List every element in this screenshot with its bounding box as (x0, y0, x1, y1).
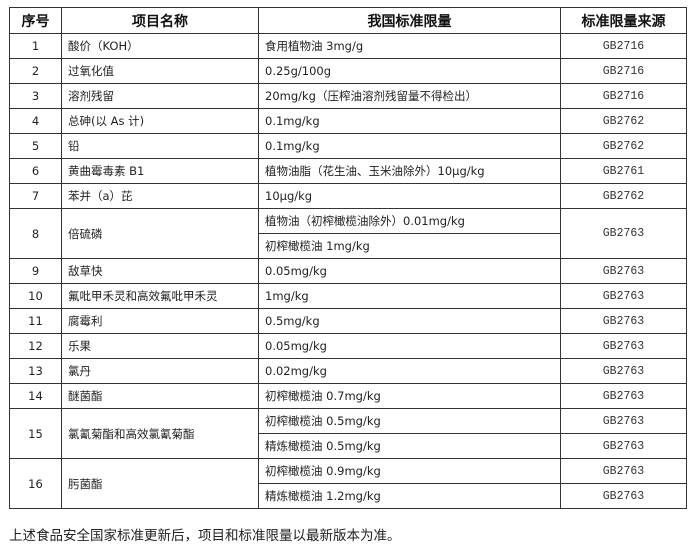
header-item-name: 项目名称 (61, 7, 259, 34)
limit-value: 初榨橄榄油 0.9mg/kg (258, 458, 561, 484)
limit-source: GB2763 (560, 283, 687, 309)
footnote: 上述食品安全国家标准更新后，项目和标准限量以最新版本为准。 (9, 528, 401, 544)
limit-source: GB2763 (560, 458, 687, 484)
item-name: 黄曲霉毒素 B1 (61, 158, 259, 184)
header-source: 标准限量来源 (560, 7, 687, 34)
table-row: 11 腐霉利 0.5mg/kg GB2763 (9, 308, 687, 334)
item-name: 敌草快 (61, 258, 259, 284)
item-name: 溶剂残留 (61, 83, 259, 109)
limit-value: 0.5mg/kg (258, 308, 561, 334)
table-row: 4 总砷(以 As 计) 0.1mg/kg GB2762 (9, 108, 687, 134)
limit-source: GB2763 (560, 433, 687, 459)
table-row: 3 溶剂残留 20mg/kg（压榨油溶剂残留量不得检出） GB2716 (9, 83, 687, 109)
row-number: 3 (9, 83, 62, 109)
item-name: 腐霉利 (61, 308, 259, 334)
limit-source: GB2762 (560, 133, 687, 159)
item-name: 酸价（KOH） (61, 33, 259, 59)
table-row: 2 过氧化值 0.25g/100g GB2716 (9, 58, 687, 84)
row-number: 11 (9, 308, 62, 334)
row-number: 10 (9, 283, 62, 309)
limit-value: 10μg/kg (258, 183, 561, 209)
limit-value: 0.05mg/kg (258, 258, 561, 284)
limit-value: 初榨橄榄油 1mg/kg (258, 233, 561, 259)
limit-source: GB2763 (560, 308, 687, 334)
limit-value: 精炼橄榄油 0.5mg/kg (258, 433, 561, 459)
limit-source: GB2763 (560, 383, 687, 409)
table-row: 13 氯丹 0.02mg/kg GB2763 (9, 358, 687, 384)
standards-table: 序号 项目名称 我国标准限量 标准限量来源 1 酸价（KOH） 食用植物油 3mg/… (9, 7, 687, 509)
item-name: 醚菌酯 (61, 383, 259, 409)
limit-source: GB2761 (560, 158, 687, 184)
limit-source: GB2762 (560, 183, 687, 209)
item-name: 倍硫磷 (61, 208, 259, 259)
item-name: 苯并（a）芘 (61, 183, 259, 209)
table-row: 9 敌草快 0.05mg/kg GB2763 (9, 258, 687, 284)
row-number: 15 (9, 408, 62, 459)
item-name: 氯丹 (61, 358, 259, 384)
limit-value: 精炼橄榄油 1.2mg/kg (258, 483, 561, 509)
table-row: 8 倍硫磷 植物油（初榨橄榄油除外）0.01mg/kg GB2763 (9, 208, 687, 259)
limit-source: GB2716 (560, 58, 687, 84)
table-row: 精炼橄榄油 1.2mg/kg GB2763 (10, 483, 687, 509)
table-row: 14 醚菌酯 初榨橄榄油 0.7mg/kg GB2763 (9, 383, 687, 409)
limit-source: GB2762 (560, 108, 687, 134)
row-number: 14 (9, 383, 62, 409)
limit-value: 0.1mg/kg (258, 108, 561, 134)
row-number: 5 (9, 133, 62, 159)
limit-source: GB2763 (560, 358, 687, 384)
table-row: 16 肟菌酯 初榨橄榄油 0.9mg/kg GB2763 (9, 458, 687, 509)
item-name: 铅 (61, 133, 259, 159)
table-row: 7 苯并（a）芘 10μg/kg GB2762 (9, 183, 687, 209)
limit-value: 0.1mg/kg (258, 133, 561, 159)
table-body: 1 酸价（KOH） 食用植物油 3mg/g GB2716 2 过氧化值 0.25g/100g… (9, 33, 687, 509)
table-row: 6 黄曲霉毒素 B1 植物油脂（花生油、玉米油除外）10μg/kg GB2761 (9, 158, 687, 184)
table-row: 初榨橄榄油 1mg/kg (10, 233, 687, 259)
limit-value: 食用植物油 3mg/g (258, 33, 561, 59)
row-number: 13 (9, 358, 62, 384)
item-name: 肟菌酯 (61, 458, 259, 509)
item-name: 氟吡甲禾灵和高效氟吡甲禾灵 (61, 283, 259, 309)
header-limit: 我国标准限量 (258, 7, 561, 34)
row-number: 2 (9, 58, 62, 84)
limit-source: GB2763 (560, 483, 687, 509)
row-number: 7 (9, 183, 62, 209)
row-number: 4 (9, 108, 62, 134)
table-row: 12 乐果 0.05mg/kg GB2763 (9, 333, 687, 359)
limit-source: GB2763 (560, 208, 687, 259)
limit-source: GB2716 (560, 83, 687, 109)
limit-source: GB2716 (560, 33, 687, 59)
row-number: 16 (9, 458, 62, 509)
limit-value: 植物油（初榨橄榄油除外）0.01mg/kg (258, 208, 561, 234)
row-number: 8 (9, 208, 62, 259)
limit-value: 1mg/kg (258, 283, 561, 309)
item-name: 过氧化值 (61, 58, 259, 84)
table-row: 5 铅 0.1mg/kg GB2762 (9, 133, 687, 159)
limit-source: GB2763 (560, 408, 687, 434)
row-number: 1 (9, 33, 62, 59)
row-number: 9 (9, 258, 62, 284)
limit-source: GB2763 (560, 333, 687, 359)
limit-value: 0.25g/100g (258, 58, 561, 84)
table-row: 1 酸价（KOH） 食用植物油 3mg/g GB2716 (9, 33, 687, 59)
limit-value: 0.02mg/kg (258, 358, 561, 384)
item-name: 氯氰菊酯和高效氯氰菊酯 (61, 408, 259, 459)
limit-source: GB2763 (560, 258, 687, 284)
row-number: 12 (9, 333, 62, 359)
row-number: 6 (9, 158, 62, 184)
table-row: 10 氟吡甲禾灵和高效氟吡甲禾灵 1mg/kg GB2763 (9, 283, 687, 309)
limit-value: 0.05mg/kg (258, 333, 561, 359)
table-row: 15 氯氰菊酯和高效氯氰菊酯 初榨橄榄油 0.5mg/kg GB2763 (9, 408, 687, 459)
table-row: 精炼橄榄油 0.5mg/kg GB2763 (10, 433, 687, 459)
limit-value: 植物油脂（花生油、玉米油除外）10μg/kg (258, 158, 561, 184)
header-no: 序号 (9, 7, 62, 34)
limit-value: 初榨橄榄油 0.7mg/kg (258, 383, 561, 409)
item-name: 总砷(以 As 计) (61, 108, 259, 134)
limit-value: 初榨橄榄油 0.5mg/kg (258, 408, 561, 434)
table-header-row: 序号 项目名称 我国标准限量 标准限量来源 (9, 7, 687, 34)
limit-value: 20mg/kg（压榨油溶剂残留量不得检出） (258, 83, 561, 109)
item-name: 乐果 (61, 333, 259, 359)
